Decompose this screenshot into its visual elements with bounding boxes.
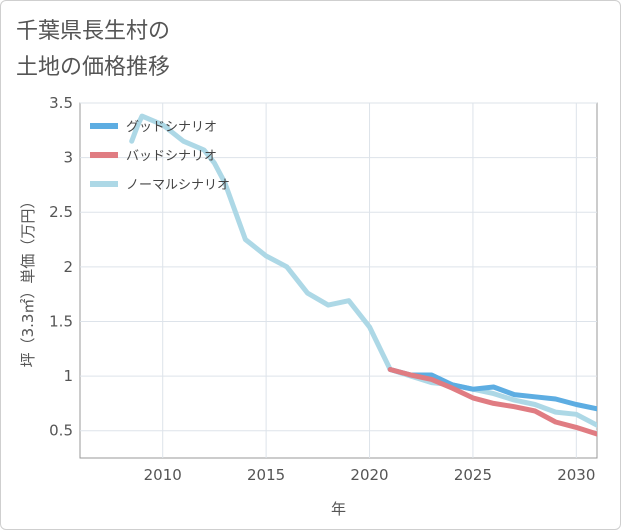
y-tick-label: 2: [63, 258, 73, 276]
x-tick-label: 2010: [144, 466, 182, 484]
tick-labels: 2010 2015 2020 2025 2030 0.5 1 1.5 2 2.5 3 3.5: [49, 94, 595, 484]
legend-label: ノーマルシナリオ: [126, 178, 230, 193]
y-tick-label: 2.5: [49, 203, 73, 221]
chart-title: 千葉県長生村の 土地の価格推移: [16, 14, 170, 86]
series-line: [387, 367, 597, 412]
x-axis-title: 年: [331, 500, 346, 518]
series-line: [387, 367, 597, 437]
x-tick-label: 2030: [557, 466, 595, 484]
y-axis-title: 坪（3.3㎡）単価（万円）: [19, 194, 37, 368]
title-line-2: 土地の価格推移: [16, 55, 171, 80]
y-tick-label: 1.5: [49, 312, 73, 330]
series-line: [129, 113, 597, 428]
title-line-1: 千葉県長生村の: [16, 19, 171, 44]
y-tick-label: 0.5: [49, 422, 73, 440]
y-tick-label: 3.5: [49, 94, 73, 112]
legend-label: バッドシナリオ: [126, 149, 217, 164]
series-layer: [129, 113, 597, 437]
y-tick-label: 1: [63, 367, 73, 385]
y-tick-label: 3: [63, 149, 73, 167]
legend-label: グッドシナリオ: [126, 120, 217, 135]
x-tick-label: 2015: [247, 466, 285, 484]
x-tick-label: 2025: [454, 466, 492, 484]
grid-lines: [80, 102, 597, 458]
x-tick-label: 2020: [350, 466, 388, 484]
